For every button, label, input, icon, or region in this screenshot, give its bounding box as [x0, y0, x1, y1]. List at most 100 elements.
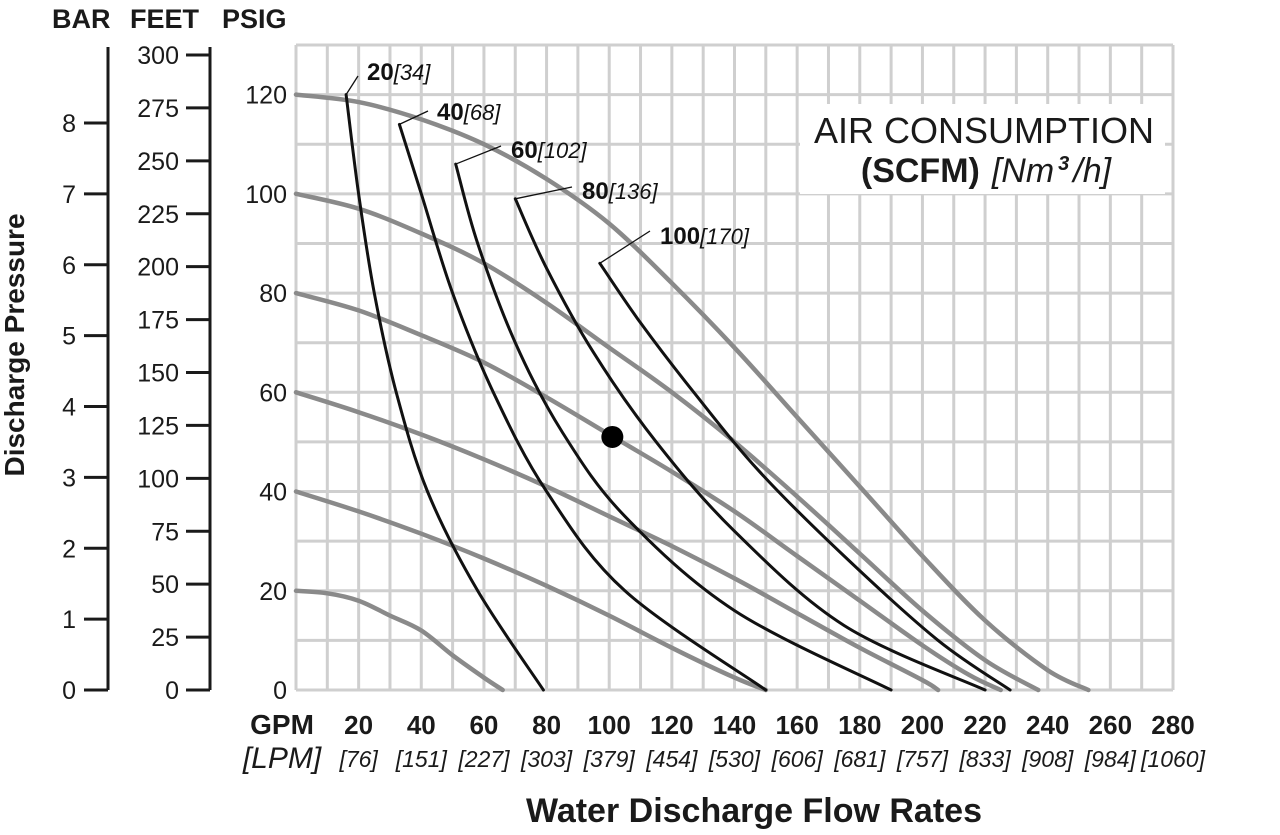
legend-title: AIR CONSUMPTION — [814, 110, 1154, 151]
feet-tick-label: 300 — [137, 42, 179, 70]
air-curve-nm3h: [136] — [608, 179, 659, 204]
bar-tick-label: 1 — [62, 606, 76, 634]
air-curve-leader — [345, 75, 359, 95]
psig-tick-label: 80 — [259, 280, 287, 308]
axes — [84, 47, 212, 692]
gpm-tick-label: 160 — [775, 710, 818, 740]
gpm-tick-label: 80 — [532, 710, 561, 740]
lpm-tick-label: [227] — [457, 746, 510, 772]
lpm-tick-label: [303] — [520, 746, 573, 772]
pressure-curve-1 — [293, 92, 1091, 693]
lpm-tick-label: [530] — [708, 746, 761, 772]
lpm-tick-label: [76] — [338, 746, 378, 772]
gpm-tick-label: 40 — [407, 710, 436, 740]
feet-tick-label: 25 — [151, 624, 179, 652]
air-curve-100-scfm — [598, 261, 1012, 692]
operating-point-marker — [601, 425, 624, 448]
lpm-tick-label: [454] — [645, 746, 698, 772]
lpm-unit-label: [LPM] — [242, 742, 322, 775]
air-curve-scfm: 40 — [437, 99, 464, 126]
legend-subtitle: (SCFM) [Nm 3 /h] — [861, 152, 1113, 190]
bar-tick-label: 8 — [62, 110, 76, 138]
air-curve-label-100: 100[170] — [660, 223, 750, 250]
psig-tick-label: 20 — [259, 578, 287, 606]
gpm-tick-label: 140 — [713, 710, 756, 740]
air-curve-label-60: 60[102] — [511, 137, 588, 164]
air-curve-nm3h: [34] — [393, 60, 432, 85]
feet-tick-label: 75 — [151, 518, 179, 546]
y-axis-title: Discharge Pressure — [0, 213, 30, 476]
feet-unit-label: FEET — [130, 4, 200, 34]
psig-tick-label: 60 — [259, 379, 287, 407]
feet-tick-label: 275 — [137, 95, 179, 123]
air-curve-20-scfm — [344, 93, 545, 692]
gpm-tick-label: 220 — [963, 710, 1006, 740]
feet-tick-label: 250 — [137, 148, 179, 176]
lpm-tick-label: [606] — [771, 746, 824, 772]
bar-unit-label: BAR — [52, 4, 111, 34]
air-curve-leader — [515, 186, 573, 200]
gpm-tick-label: 280 — [1151, 710, 1194, 740]
gpm-tick-label: 20 — [344, 710, 373, 740]
legend-sup: 3 — [1058, 153, 1069, 175]
air-curve-leader — [399, 110, 429, 125]
lpm-tick-label: [908] — [1021, 746, 1074, 772]
psig-tick-label: 0 — [273, 677, 287, 705]
bar-tick-label: 0 — [62, 677, 76, 705]
labels: 20[34]40[68]60[102]80[136]100[170]020406… — [62, 42, 1205, 772]
pressure-curve-2 — [293, 191, 1041, 693]
legend-h: /h] — [1071, 152, 1112, 190]
air-curve-60-scfm — [454, 162, 893, 692]
air-curve-label-40: 40[68] — [437, 99, 501, 126]
air-curve-scfm: 100 — [660, 223, 700, 250]
gpm-unit-label: GPM — [250, 709, 314, 740]
air-curve-label-80: 80[136] — [582, 178, 659, 205]
lpm-tick-label: [681] — [833, 746, 886, 772]
air-curve-scfm: 80 — [582, 178, 609, 205]
feet-tick-label: 225 — [137, 201, 179, 229]
lpm-tick-label: [379] — [583, 746, 636, 772]
lpm-tick-label: [757] — [896, 746, 949, 772]
feet-tick-label: 150 — [137, 360, 179, 388]
feet-tick-label: 200 — [137, 254, 179, 282]
feet-tick-label: 175 — [137, 307, 179, 335]
feet-tick-label: 0 — [165, 677, 179, 705]
air-curve-scfm: 60 — [511, 137, 538, 164]
air-curve-scfm: 20 — [367, 59, 394, 86]
gpm-tick-label: 100 — [588, 710, 631, 740]
psig-tick-label: 100 — [245, 181, 287, 209]
legend-scfm: (SCFM) — [861, 152, 980, 190]
lpm-tick-label: [984] — [1084, 746, 1137, 772]
grid — [294, 43, 1175, 692]
bar-tick-label: 7 — [62, 181, 76, 209]
gpm-tick-label: 200 — [901, 710, 944, 740]
gpm-tick-label: 260 — [1089, 710, 1132, 740]
pressure-curve-6 — [293, 588, 505, 693]
feet-tick-label: 50 — [151, 571, 179, 599]
gpm-tick-label: 240 — [1026, 710, 1069, 740]
air-curve-label-20: 20[34] — [367, 59, 431, 86]
psig-tick-label: 40 — [259, 479, 287, 507]
air-curve-40-scfm — [397, 122, 768, 692]
feet-tick-label: 125 — [137, 412, 179, 440]
feet-tick-label: 100 — [137, 465, 179, 493]
gpm-tick-label: 120 — [650, 710, 693, 740]
air-curve-leader — [455, 145, 502, 165]
air-curve-nm3h: [68] — [463, 100, 502, 125]
bar-tick-label: 3 — [62, 464, 76, 492]
bar-tick-label: 6 — [62, 252, 76, 280]
air-curve-nm3h: [102] — [537, 138, 588, 163]
bar-tick-label: 4 — [62, 394, 76, 422]
lpm-tick-label: [833] — [958, 746, 1011, 772]
psig-tick-label: 120 — [245, 82, 287, 110]
x-axis-title: Water Discharge Flow Rates — [526, 792, 982, 830]
air-curve-leader — [599, 230, 651, 264]
air-consumption-curves — [344, 93, 1012, 692]
gpm-tick-label: 180 — [838, 710, 881, 740]
gpm-tick-label: 60 — [469, 710, 498, 740]
lpm-tick-label: [151] — [395, 746, 448, 772]
lpm-tick-label: [1060] — [1140, 746, 1206, 772]
legend-background — [800, 104, 1165, 194]
bar-tick-label: 5 — [62, 323, 76, 351]
